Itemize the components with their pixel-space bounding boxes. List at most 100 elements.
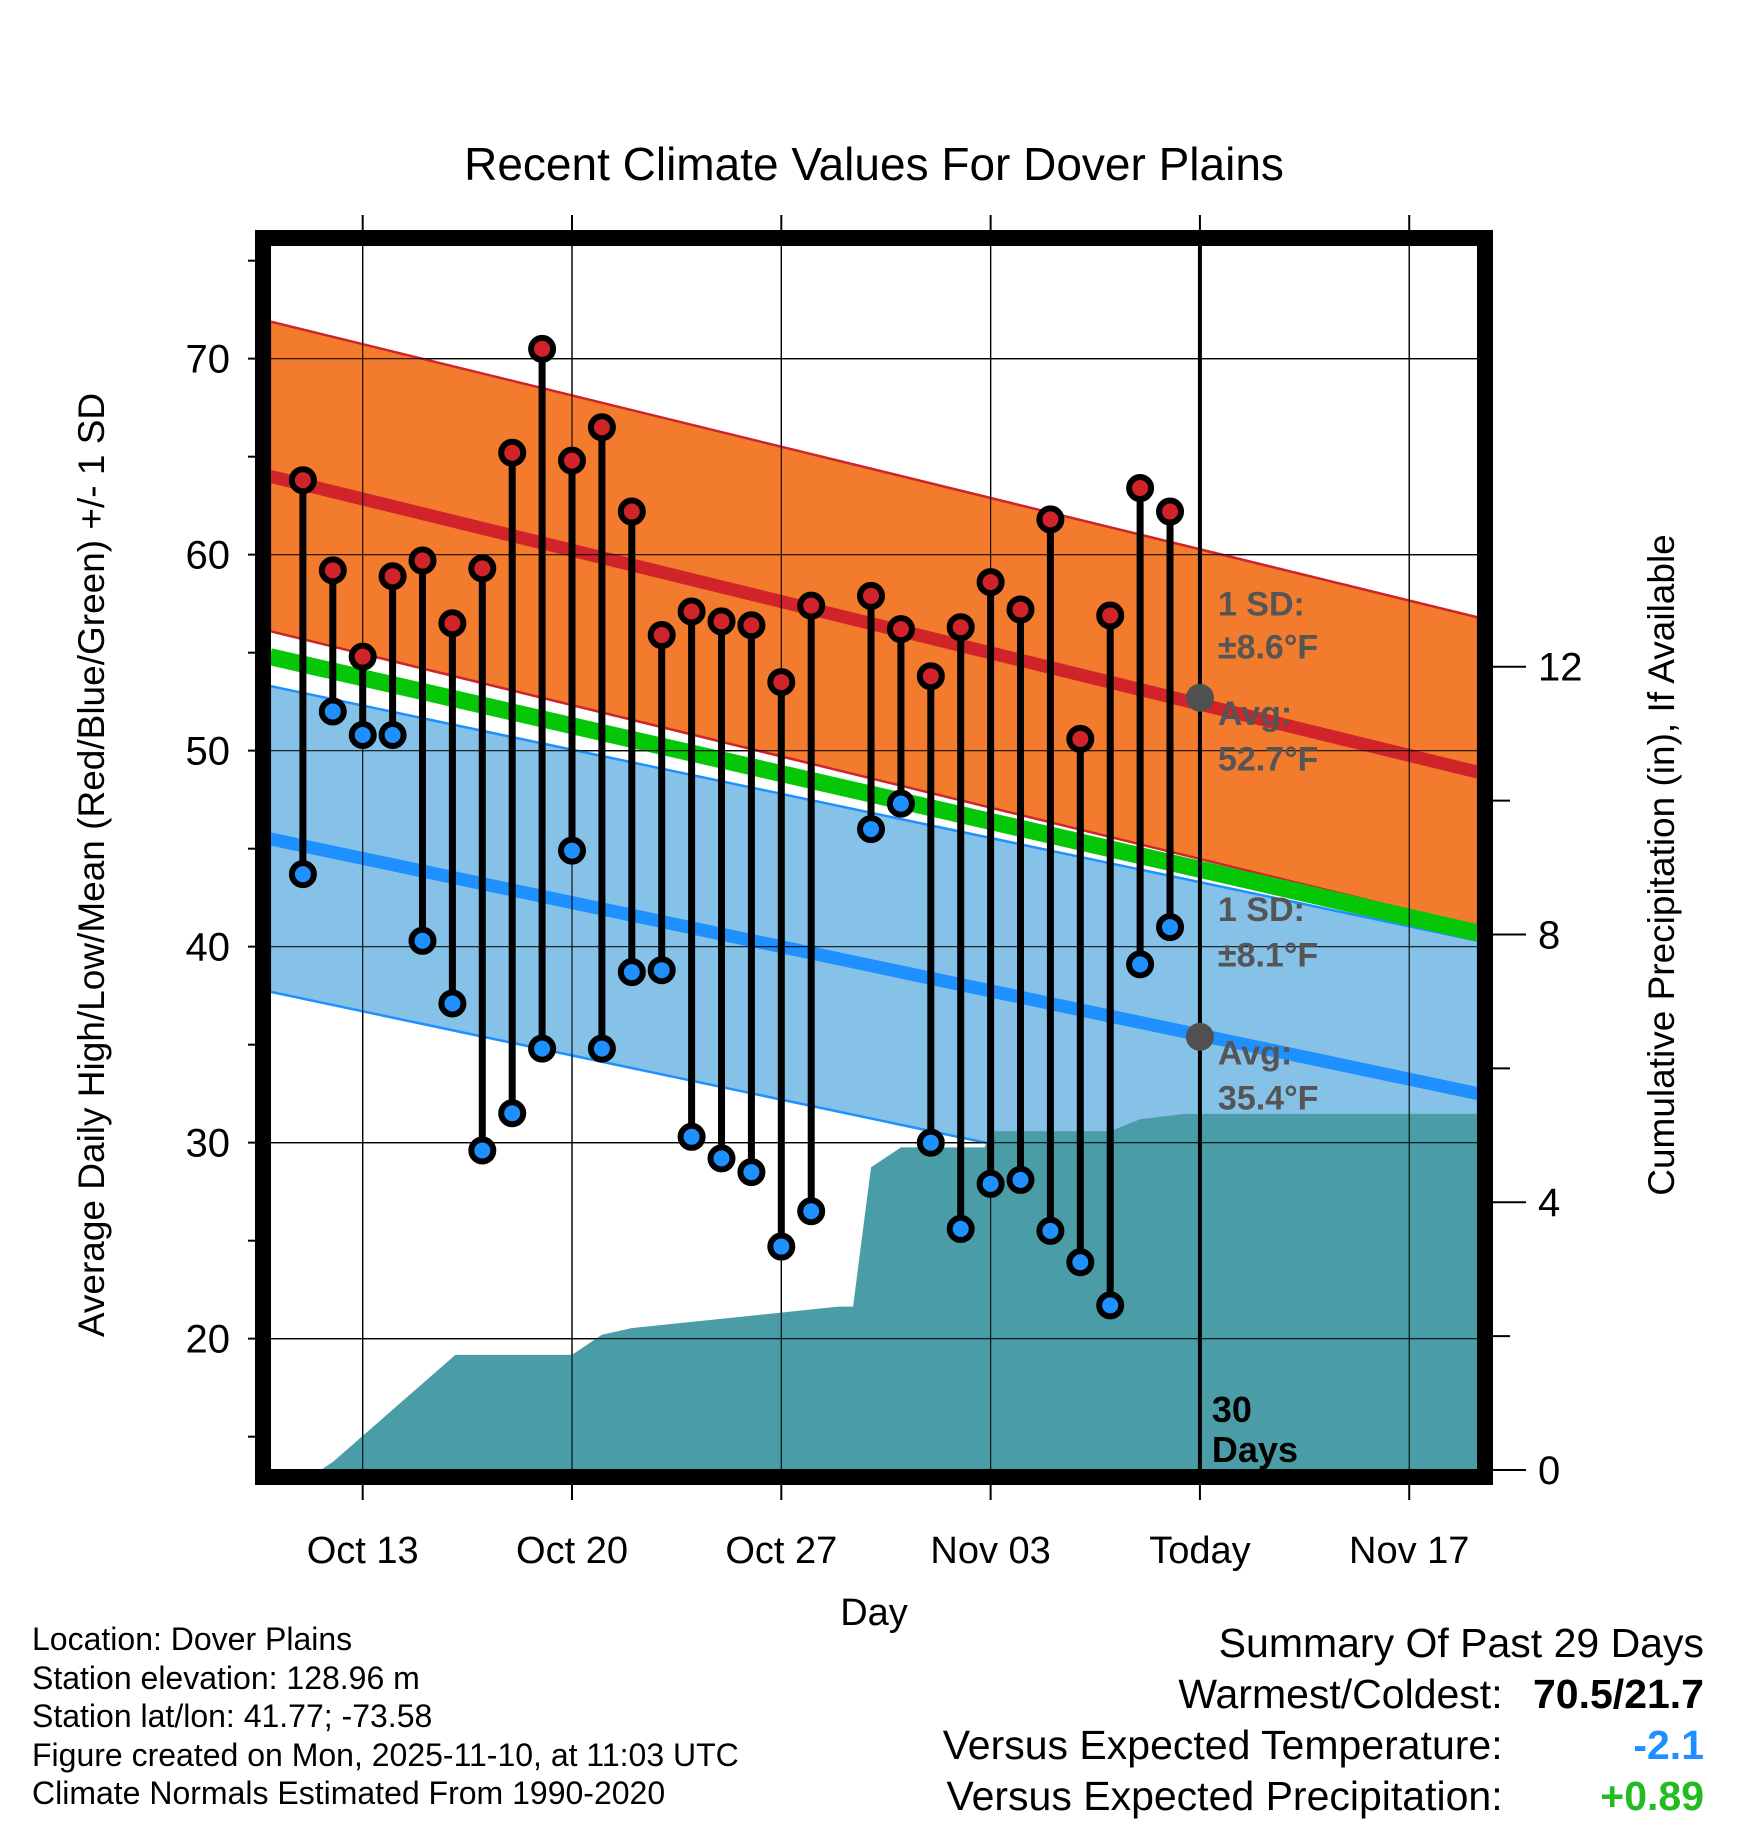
high-temp-point xyxy=(1036,505,1065,534)
low-temp-point xyxy=(1126,950,1155,979)
low-temp-point xyxy=(976,1169,1005,1198)
today-days-label-2: Days xyxy=(1212,1429,1298,1470)
precip-value: +0.89 xyxy=(1600,1773,1704,1819)
y2-tick-label: 8 xyxy=(1538,913,1560,957)
x-tick-label: Oct 20 xyxy=(516,1530,628,1572)
high-temp-point xyxy=(707,607,736,636)
high-avg-label: Avg: xyxy=(1218,695,1292,733)
warm-cold-value: 70.5/21.7 xyxy=(1533,1671,1704,1717)
today-days-label: 30 xyxy=(1212,1389,1252,1430)
chart-title: Recent Climate Values For Dover Plains xyxy=(464,138,1284,190)
low-temp-point xyxy=(617,958,646,987)
precip-label: Versus Expected Precipitation: xyxy=(946,1773,1503,1819)
low-temp-point xyxy=(857,815,886,844)
low-sd-label: 1 SD: xyxy=(1218,891,1305,929)
summary-temp: Versus Expected Temperature: -2.1 xyxy=(943,1720,1704,1771)
high-sd-value: ±8.6°F xyxy=(1218,629,1318,667)
low-temp-point xyxy=(797,1197,826,1226)
y-tick-label: 30 xyxy=(186,1122,231,1166)
low-temp-point xyxy=(528,1034,557,1063)
low-temp-point xyxy=(886,789,915,818)
high-temp-point xyxy=(976,568,1005,597)
x-axis-label: Day xyxy=(840,1592,908,1634)
high-temp-point xyxy=(1066,724,1095,753)
low-temp-point xyxy=(288,860,317,889)
low-temp-point xyxy=(1036,1216,1065,1245)
high-temp-point xyxy=(587,413,616,442)
temp-label: Versus Expected Temperature: xyxy=(942,1722,1503,1768)
high-temp-point xyxy=(1126,474,1155,503)
high-temp-point xyxy=(797,591,826,620)
low-temp-point xyxy=(767,1232,796,1261)
x-tick-label: Nov 17 xyxy=(1349,1530,1469,1572)
y-tick-label: 60 xyxy=(186,534,231,578)
high-temp-point xyxy=(737,611,766,640)
high-temp-point xyxy=(558,446,586,475)
y2-tick-label: 4 xyxy=(1538,1181,1560,1225)
today-low-avg-dot xyxy=(1185,1022,1214,1051)
low-temp-point xyxy=(1156,913,1185,942)
low-sd-value: ±8.1°F xyxy=(1218,936,1318,974)
low-normal-line xyxy=(270,832,1478,1101)
high-temp-point xyxy=(1006,595,1035,624)
low-avg-value: 35.4°F xyxy=(1218,1079,1319,1117)
low-temp-point xyxy=(408,926,437,955)
y-tick-label: 50 xyxy=(186,730,231,774)
x-tick-label: Nov 03 xyxy=(930,1530,1050,1572)
high-temp-point xyxy=(886,615,915,644)
high-temp-point xyxy=(378,562,407,591)
low-temp-point xyxy=(946,1214,975,1243)
low-temp-point xyxy=(558,836,586,865)
low-temp-point xyxy=(378,721,407,749)
high-temp-point xyxy=(318,556,347,585)
info-location: Location: Dover Plains xyxy=(32,1621,353,1657)
x-tick-label: Oct 27 xyxy=(725,1530,837,1572)
info-latlon: Station lat/lon: 41.77; -73.58 xyxy=(32,1698,433,1734)
y2-tick-label: 0 xyxy=(1538,1449,1560,1493)
low-temp-point xyxy=(1006,1165,1035,1194)
low-temp-point xyxy=(647,956,676,985)
high-temp-point xyxy=(767,668,796,697)
precipitation-area xyxy=(272,1113,1478,1470)
y-tick-label: 40 xyxy=(186,926,231,970)
high-temp-point xyxy=(438,609,467,638)
station-info: Location: Dover Plains Station elevation… xyxy=(32,1620,739,1813)
plot-frame xyxy=(255,230,1493,1485)
high-temp-point xyxy=(498,438,527,467)
high-temp-point xyxy=(348,642,377,671)
summary-precip: Versus Expected Precipitation: +0.89 xyxy=(943,1771,1705,1822)
high-temp-point xyxy=(617,497,646,526)
high-avg-value: 52.7°F xyxy=(1218,740,1319,778)
low-temp-point xyxy=(468,1136,497,1165)
low-temp-point xyxy=(348,721,377,749)
high-temp-point xyxy=(468,554,497,583)
low-avg-label: Avg: xyxy=(1218,1034,1292,1072)
info-elevation: Station elevation: 128.96 m xyxy=(32,1659,420,1696)
y-axis-label: Average Daily High/Low/Mean (Red/Blue/Gr… xyxy=(71,393,112,1337)
high-temp-point xyxy=(408,546,437,575)
summary-title: Summary Of Past 29 Days xyxy=(1218,1620,1704,1666)
high-temp-point xyxy=(528,334,557,363)
high-temp-point xyxy=(857,581,886,610)
high-temp-point xyxy=(677,597,706,626)
summary-warm-cold: Warmest/Coldest: 70.5/21.7 xyxy=(943,1669,1704,1720)
high-temp-point xyxy=(288,466,317,495)
y-tick-label: 70 xyxy=(186,338,231,382)
low-temp-point xyxy=(318,697,347,726)
x-tick-label: Today xyxy=(1149,1530,1250,1572)
low-temp-point xyxy=(916,1128,945,1157)
low-temp-point xyxy=(438,989,467,1018)
y2-tick-label: 12 xyxy=(1538,646,1583,690)
temp-value: -2.1 xyxy=(1633,1722,1704,1768)
today-high-avg-dot xyxy=(1185,683,1214,712)
y-tick-label: 20 xyxy=(186,1318,231,1362)
axes: 20 30 40 50 60 70 0 4 8 12 Oct 13 Oct 20 Oct 27 Nov 0… xyxy=(186,215,1583,1572)
low-temp-point xyxy=(498,1099,527,1128)
high-temp-point xyxy=(1096,601,1125,630)
plot-area: 1 SD: ±8.6°F Avg: 52.7°F 1 SD: ±8.1°F Avg: 35.4… xyxy=(270,237,1478,1475)
high-sd-label: 1 SD: xyxy=(1218,585,1305,623)
warm-cold-label: Warmest/Coldest: xyxy=(1178,1671,1503,1717)
high-temp-point xyxy=(1156,497,1185,526)
low-temp-point xyxy=(1066,1248,1095,1277)
